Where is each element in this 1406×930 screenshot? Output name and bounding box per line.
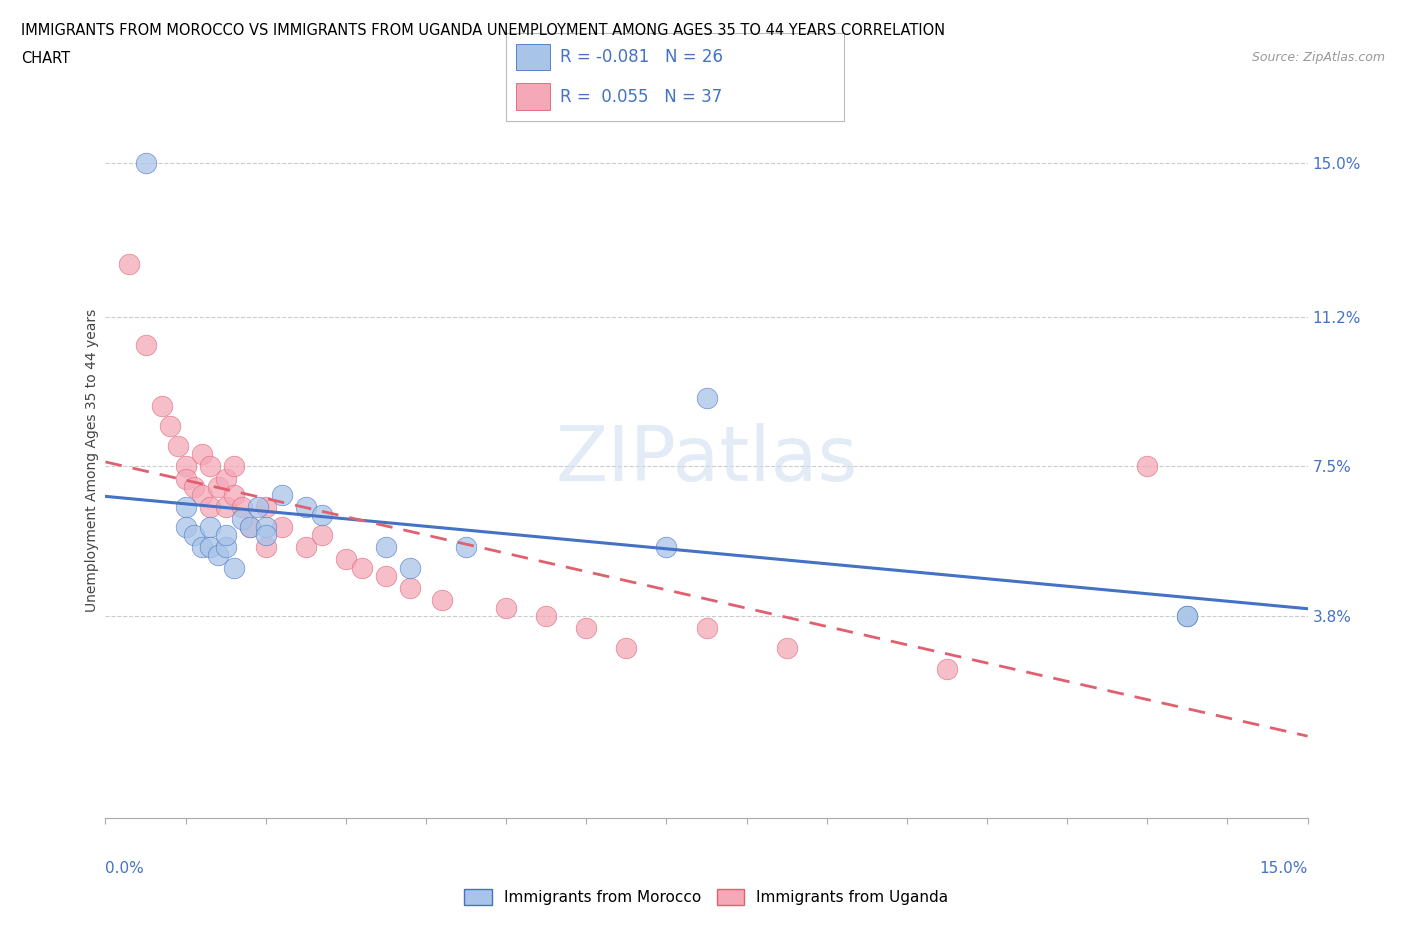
Point [135, 338, 157, 352]
Point [174, 499, 197, 514]
Legend: Immigrants from Morocco, Immigrants from Uganda: Immigrants from Morocco, Immigrants from… [458, 883, 955, 911]
Text: ZIPatlas: ZIPatlas [555, 423, 858, 498]
Point [166, 439, 188, 454]
Point [534, 608, 557, 623]
Point [616, 641, 638, 656]
Point [190, 540, 212, 555]
Point [174, 472, 197, 486]
Text: 0.0%: 0.0% [105, 861, 145, 876]
Point [118, 257, 141, 272]
Point [183, 479, 205, 494]
Point [231, 499, 253, 514]
Point [174, 520, 197, 535]
Bar [516, 84, 550, 110]
Point [198, 499, 221, 514]
Point [159, 418, 181, 433]
Point [135, 155, 157, 170]
Y-axis label: Unemployment Among Ages 35 to 44 years: Unemployment Among Ages 35 to 44 years [84, 309, 98, 612]
Point [254, 520, 277, 535]
Point [174, 459, 197, 474]
Text: IMMIGRANTS FROM MOROCCO VS IMMIGRANTS FROM UGANDA UNEMPLOYMENT AMONG AGES 35 TO : IMMIGRANTS FROM MOROCCO VS IMMIGRANTS FR… [21, 23, 945, 38]
Point [399, 580, 422, 595]
Point [374, 540, 398, 555]
Point [246, 499, 269, 514]
Point [231, 512, 253, 526]
Point [190, 487, 212, 502]
Point [936, 661, 959, 676]
Point [214, 472, 236, 486]
Point [311, 508, 333, 523]
Point [254, 540, 277, 555]
Point [190, 446, 212, 461]
Point [198, 520, 221, 535]
Point [575, 621, 598, 636]
Bar [516, 44, 550, 70]
Text: 15.0%: 15.0% [1260, 861, 1308, 876]
Point [214, 540, 236, 555]
Point [198, 459, 221, 474]
Text: R = -0.081   N = 26: R = -0.081 N = 26 [560, 47, 723, 66]
Point [239, 520, 262, 535]
Point [655, 540, 678, 555]
Point [222, 560, 245, 575]
Point [696, 391, 718, 405]
Text: Source: ZipAtlas.com: Source: ZipAtlas.com [1251, 51, 1385, 64]
Point [150, 398, 173, 413]
Point [350, 560, 373, 575]
Point [183, 527, 205, 542]
Point [222, 487, 245, 502]
Point [1136, 459, 1159, 474]
Point [295, 499, 318, 514]
Point [214, 499, 236, 514]
Point [295, 540, 318, 555]
Text: CHART: CHART [21, 51, 70, 66]
Point [198, 540, 221, 555]
Point [207, 548, 229, 563]
Point [430, 592, 453, 607]
Point [399, 560, 422, 575]
Point [696, 621, 718, 636]
Point [495, 601, 517, 616]
Point [374, 568, 398, 583]
Point [335, 552, 357, 567]
Point [254, 499, 277, 514]
Point [239, 520, 262, 535]
Point [254, 527, 277, 542]
Point [776, 641, 799, 656]
Point [311, 527, 333, 542]
Point [270, 487, 292, 502]
Point [456, 540, 478, 555]
Point [207, 479, 229, 494]
Point [1175, 608, 1198, 623]
Text: R =  0.055   N = 37: R = 0.055 N = 37 [560, 87, 723, 106]
FancyBboxPatch shape [506, 33, 844, 121]
Point [270, 520, 292, 535]
Point [214, 527, 236, 542]
Point [1175, 608, 1198, 623]
Point [222, 459, 245, 474]
